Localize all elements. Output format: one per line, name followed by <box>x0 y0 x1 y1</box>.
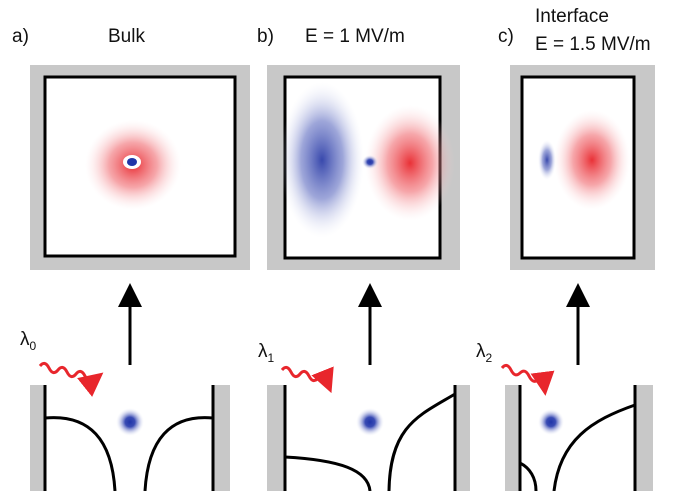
panel-title: Interface <box>535 6 609 27</box>
panel-label: a) <box>12 26 29 47</box>
panel-label: c) <box>498 26 514 47</box>
photon <box>38 361 104 397</box>
wavelength: λ1 <box>258 341 275 365</box>
photon <box>280 365 334 394</box>
panel-title: Bulk <box>108 26 145 47</box>
subscript: 0 <box>30 339 37 353</box>
band <box>44 416 117 491</box>
wall <box>30 385 45 491</box>
panel-label: b) <box>257 26 274 47</box>
wall <box>455 385 470 491</box>
wall <box>213 385 230 491</box>
wavelength: λ2 <box>476 341 493 365</box>
wall <box>505 385 520 491</box>
symbol: λ <box>258 341 268 362</box>
photon <box>500 363 555 396</box>
subscript: 2 <box>486 351 493 365</box>
panel-title: E = 1 MV/m <box>305 26 405 47</box>
band <box>552 403 636 491</box>
density-blue <box>127 158 137 166</box>
wall <box>267 385 285 491</box>
symbol: λ <box>20 329 30 350</box>
band <box>143 416 214 491</box>
density-red <box>554 110 630 210</box>
density-blue <box>280 82 364 238</box>
defect <box>538 409 564 435</box>
symbol: λ <box>476 341 486 362</box>
subscript: 1 <box>268 351 275 365</box>
defect <box>116 408 144 436</box>
defect <box>356 408 384 436</box>
density-blue <box>538 140 556 180</box>
panel-subtitle: E = 1.5 MV/m <box>535 34 651 55</box>
density-red <box>365 105 455 221</box>
wall <box>635 385 653 491</box>
band <box>387 392 456 491</box>
band <box>284 455 372 491</box>
band <box>519 461 538 491</box>
density-dot <box>362 155 378 169</box>
wavelength: λ0 <box>20 329 37 353</box>
